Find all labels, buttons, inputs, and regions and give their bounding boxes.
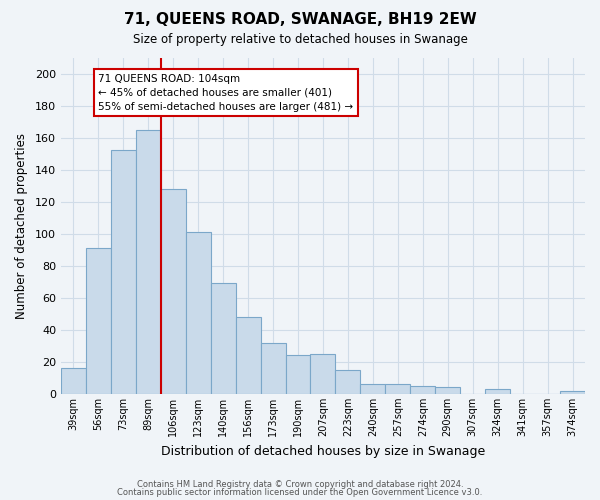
Bar [260,342,286,394]
Text: 71, QUEENS ROAD, SWANAGE, BH19 2EW: 71, QUEENS ROAD, SWANAGE, BH19 2EW [124,12,476,28]
Bar [410,386,435,394]
Bar [560,390,585,394]
Bar [61,368,86,394]
Bar [111,150,136,394]
Bar [385,384,410,394]
Bar [161,189,186,394]
Text: Size of property relative to detached houses in Swanage: Size of property relative to detached ho… [133,32,467,46]
Bar [485,389,510,394]
Text: 71 QUEENS ROAD: 104sqm
← 45% of detached houses are smaller (401)
55% of semi-de: 71 QUEENS ROAD: 104sqm ← 45% of detached… [98,74,353,112]
Text: Contains public sector information licensed under the Open Government Licence v3: Contains public sector information licen… [118,488,482,497]
Bar [286,356,310,394]
X-axis label: Distribution of detached houses by size in Swanage: Distribution of detached houses by size … [161,444,485,458]
Bar [211,284,236,394]
Bar [361,384,385,394]
Y-axis label: Number of detached properties: Number of detached properties [15,132,28,318]
Text: Contains HM Land Registry data © Crown copyright and database right 2024.: Contains HM Land Registry data © Crown c… [137,480,463,489]
Bar [310,354,335,394]
Bar [86,248,111,394]
Bar [335,370,361,394]
Bar [236,317,260,394]
Bar [435,388,460,394]
Bar [136,130,161,394]
Bar [186,232,211,394]
